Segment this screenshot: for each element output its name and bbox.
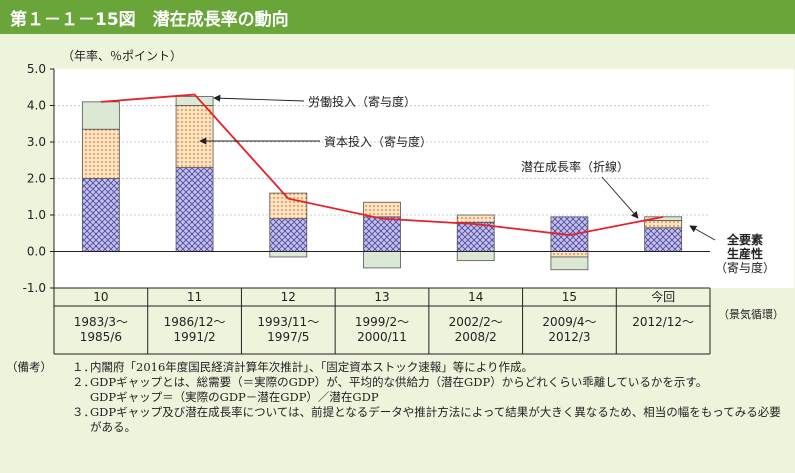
category-period-label: 1986/12～ [164,315,226,329]
tfp-annotation: 全要素 [726,232,763,247]
bar-segment-tfp [363,216,401,252]
category-period-label: 2012/12～ [632,315,694,329]
note-num: １． [72,360,95,374]
note-num [72,390,90,405]
y-tick-label: 3.0 [27,135,46,149]
bar-segment-labor [550,256,589,271]
axes: 5.0 4.0 3.0 2.0 1.0 0.0 -1.0 （年率、％ポイント） [23,48,710,295]
bar-segment-labor [363,251,401,269]
labor-arrow [213,94,305,102]
y-unit-label: （年率、％ポイント） [62,48,182,63]
figure-header: 第１－１－15図 潜在成長率の動向 [0,0,795,34]
bar-segment-labor [269,251,308,258]
category-cycle-label: 10 [93,290,108,304]
note-row-2: ２． GDPギャップとは、総需要（＝実際のGDP）が、平均的な供給力（潜在GDP… [6,375,791,390]
bar-segment-capital [363,201,401,218]
note-num: ２． [72,375,95,389]
bar-segment-labor [456,251,495,262]
y-tick-label: 2.0 [27,172,46,186]
category-cycle-label: 12 [281,290,296,304]
category-period-label: 1997/5 [267,330,309,344]
note-text: GDPギャップ及び潜在成長率については、前提となるデータや推計方法によって結果が… [90,405,781,434]
note-text: GDPギャップとは、総需要（＝実際のGDP）が、平均的な供給力（潜在GDP）から… [90,375,708,389]
category-period-label: 1991/2 [173,330,215,344]
note-row-4: ３． GDPギャップ及び潜在成長率については、前提となるデータや推計方法によって… [6,405,791,435]
cycle-axis-label: （景気循環） [718,307,784,321]
tfp-annotation: （寄与度） [715,260,775,275]
tfp-arrow [689,225,716,241]
growth-arrow [601,176,639,219]
bar-segment-capital [175,105,214,168]
category-cycle-label: 今回 [651,289,675,304]
bar-segment-tfp [456,221,495,252]
category-period-label: 2009/4～ [542,315,596,329]
category-period-label: 2000/11 [357,330,407,344]
category-period-label: 1983/3～ [74,315,128,329]
y-tick-label: 0.0 [27,245,46,259]
bar-segment-labor [175,95,214,106]
bar-segment-tfp [644,227,683,252]
category-cycle-label: 14 [468,290,483,304]
category-period-label: 2012/3 [548,330,590,344]
category-cycle-label: 15 [562,290,577,304]
growth-line [100,93,664,236]
category-period-label: 1985/6 [80,330,122,344]
y-tick-label: 1.0 [27,208,46,222]
y-tick-label: -1.0 [23,281,46,295]
bar-segment-tfp [269,218,308,252]
category-period-label: 1993/11～ [257,315,319,329]
category-period-label: 1999/2～ [355,315,409,329]
labor-annotation: 労働投入（寄与度） [308,94,416,109]
chart: 5.0 4.0 3.0 2.0 1.0 0.0 -1.0 （年率、％ポイント） 10 1983/… [23,48,794,355]
category-cycle-label: 13 [374,290,389,304]
category-labels: 10 1983/3～1985/6 11 1986/12～1991/2 12 1993/11… [53,287,784,355]
note-text: 内閣府「2016年度国民経済計算年次推計」、「固定資本ストック速報」等により作成… [90,360,534,374]
figure-title: 第１－１－15図 潜在成長率の動向 [10,10,289,30]
growth-annotation: 潜在成長率（折線） [521,159,629,174]
note-num: ３． [72,405,95,419]
category-cycle-label: 11 [187,290,202,304]
note-text: GDPギャップ＝（実際のGDP－潜在GDP）／潜在GDP [90,390,379,404]
bar-segment-capital [644,220,683,229]
y-tick-label: 4.0 [27,99,46,113]
category-period-label: 2002/2～ [449,315,503,329]
capital-annotation: 資本投入（寄与度） [324,134,432,149]
bar-segment-capital [550,251,589,258]
bar-segment-capital [81,128,120,179]
bar-segment-tfp [81,178,120,252]
note-row-3: GDPギャップ＝（実際のGDP－潜在GDP）／潜在GDP [6,390,791,405]
notes: （備考） １． 内閣府「2016年度国民経済計算年次推計」、「固定資本ストック速… [6,360,791,435]
notes-lead: （備考） [6,360,52,374]
bar-segment-labor [81,101,120,130]
note-row-1: （備考） １． 内閣府「2016年度国民経済計算年次推計」、「固定資本ストック速… [6,360,791,375]
bar-segment-capital [456,214,495,223]
category-period-label: 2008/2 [455,330,497,344]
y-tick-label: 5.0 [27,62,46,76]
bar-segment-tfp [175,167,214,252]
bar-segment-capital [269,192,308,220]
tfp-annotation: 生産性 [727,246,763,261]
